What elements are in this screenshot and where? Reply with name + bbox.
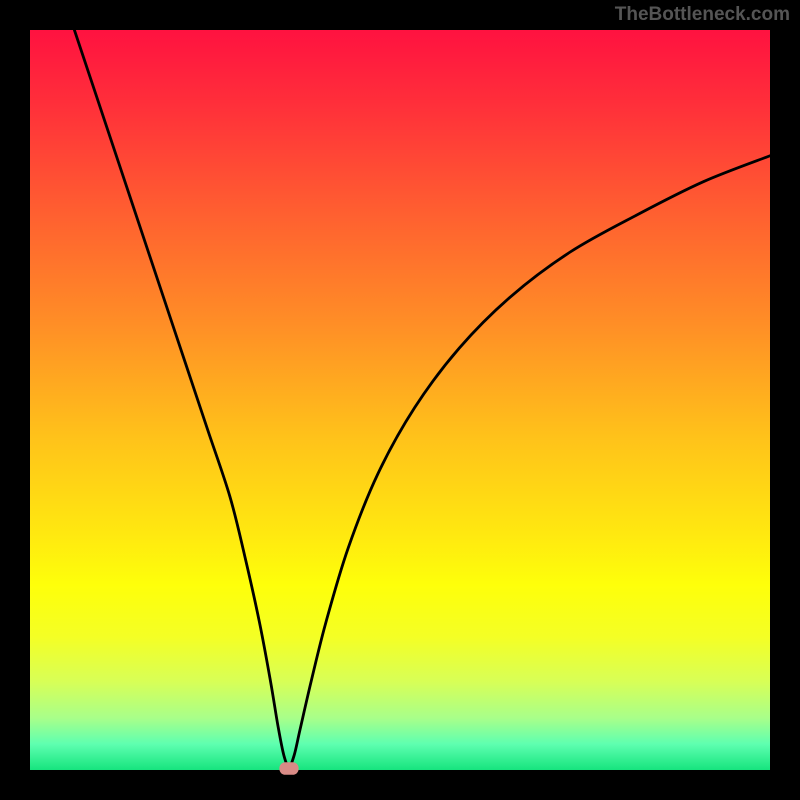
watermark-text: TheBottleneck.com	[615, 4, 790, 26]
chart-container: TheBottleneck.com	[0, 0, 800, 800]
chart-background	[30, 30, 770, 770]
bottleneck-chart	[0, 0, 800, 800]
optimal-point-marker	[279, 762, 298, 775]
